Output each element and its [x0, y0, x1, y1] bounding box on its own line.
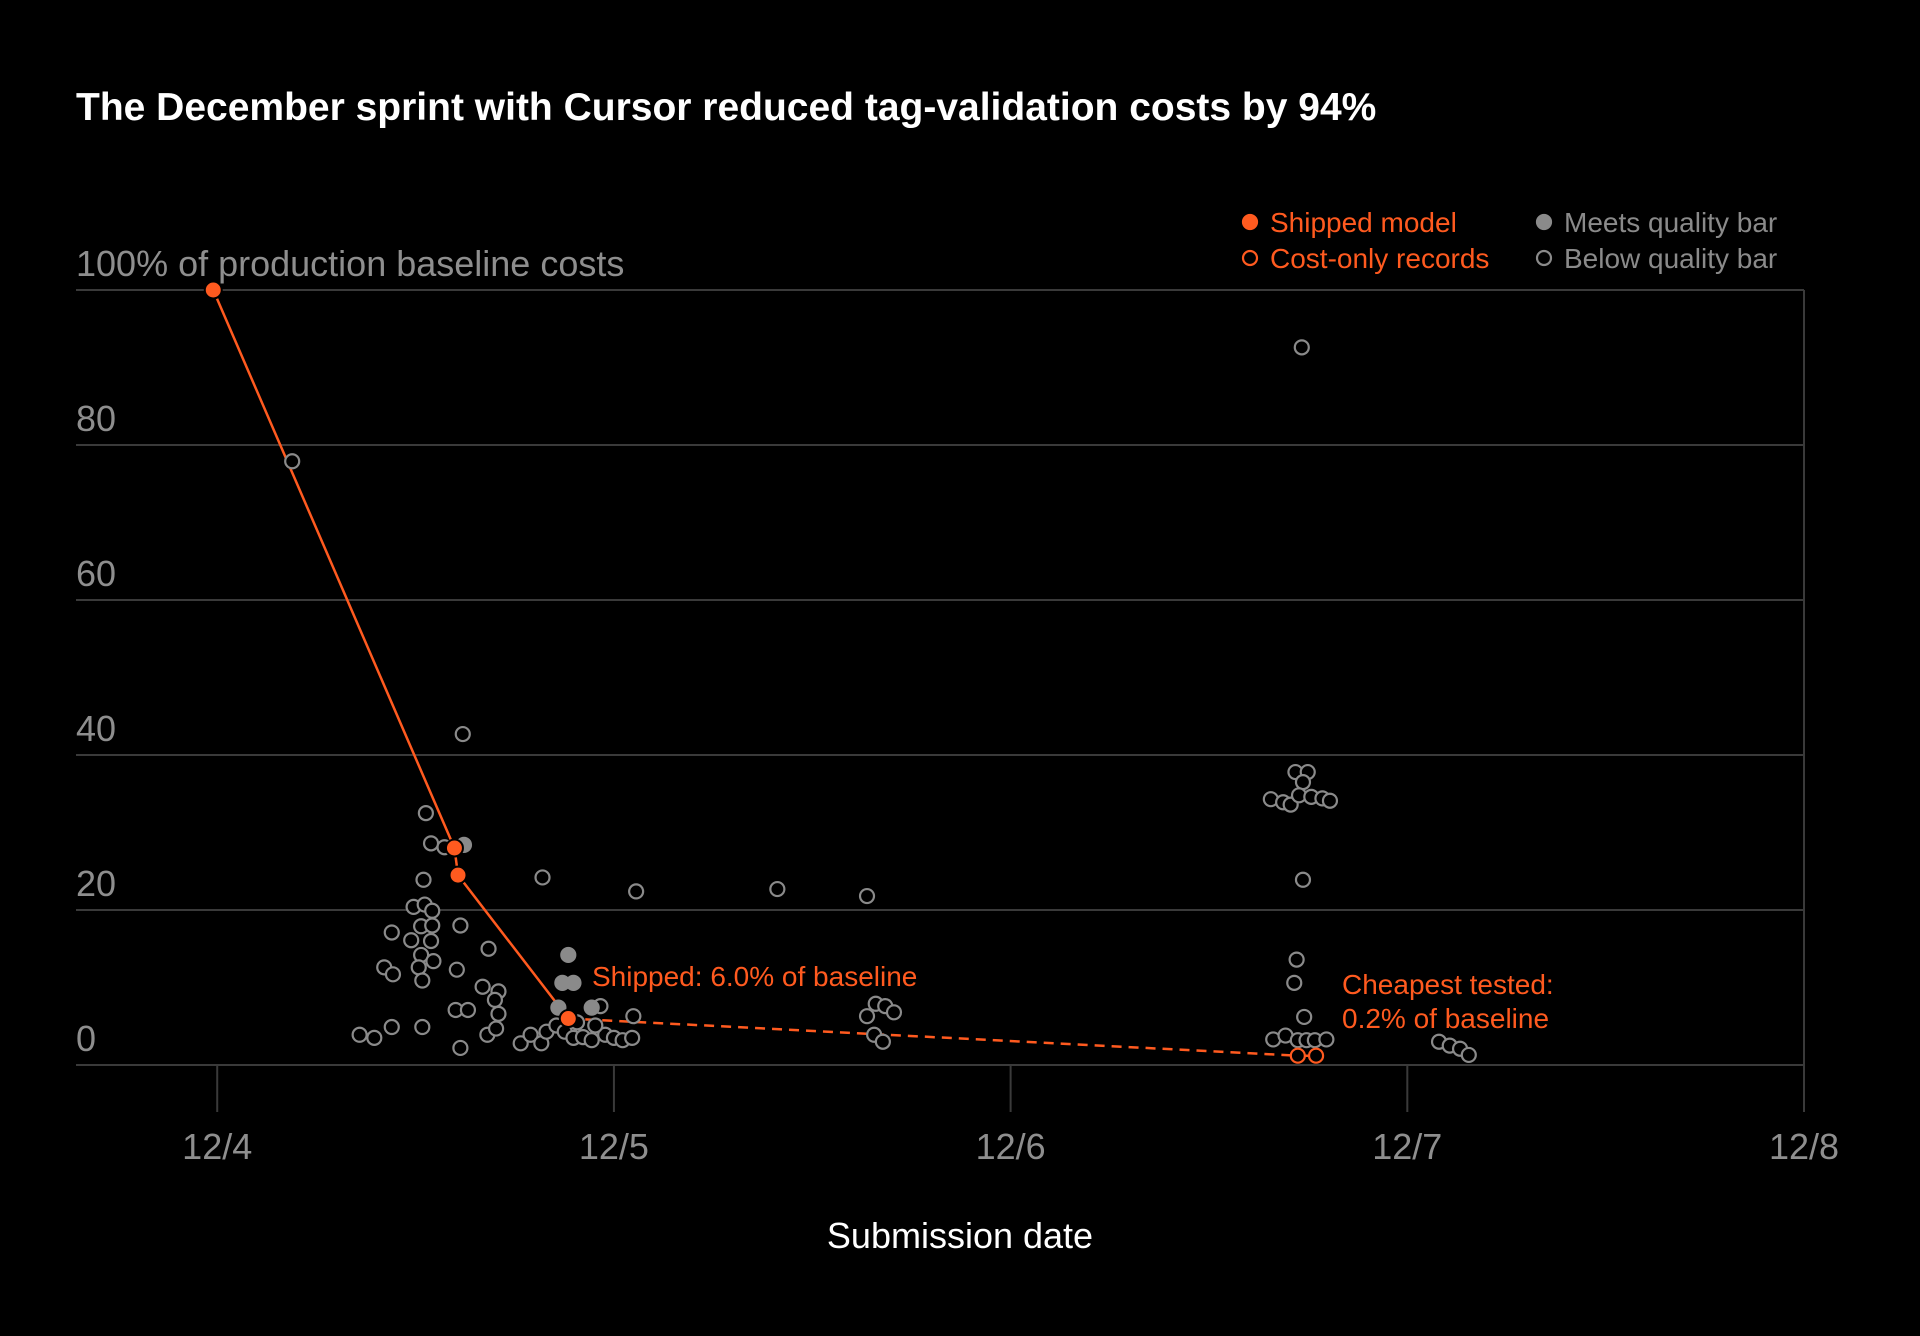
legend-item: Meets quality bar	[1535, 207, 1777, 238]
point	[448, 865, 468, 885]
point	[624, 1029, 641, 1046]
legend-label: Shipped model	[1270, 207, 1457, 238]
legend-item: Below quality bar	[1535, 243, 1777, 274]
x-tick-label: 12/8	[1769, 1126, 1839, 1167]
point	[858, 887, 876, 905]
point	[1294, 871, 1312, 888]
point	[858, 1008, 876, 1025]
legend-marker	[1535, 249, 1553, 267]
series-line	[568, 1017, 1317, 1057]
point	[422, 835, 440, 852]
point	[512, 1035, 529, 1052]
point	[490, 1005, 507, 1022]
point	[414, 972, 431, 989]
legend-item: Cost-only records	[1241, 243, 1489, 274]
point	[583, 999, 600, 1016]
x-tick-label: 12/5	[579, 1126, 649, 1167]
x-axis-title: Submission date	[827, 1215, 1093, 1256]
point	[874, 1033, 891, 1050]
point	[1293, 339, 1310, 356]
point	[487, 1020, 505, 1037]
point	[534, 869, 551, 886]
point	[1296, 1008, 1313, 1026]
point	[425, 953, 442, 970]
point	[351, 1026, 368, 1043]
point	[383, 924, 400, 941]
point	[403, 932, 420, 949]
point	[480, 940, 497, 957]
point	[444, 838, 464, 858]
point	[522, 1026, 539, 1043]
point	[415, 871, 432, 888]
point	[414, 1018, 431, 1036]
point	[1286, 974, 1303, 991]
point	[565, 974, 582, 991]
point	[1294, 774, 1312, 791]
point	[410, 959, 427, 976]
legend-marker	[1535, 213, 1553, 231]
point	[560, 946, 577, 964]
point	[452, 1039, 469, 1057]
point	[424, 917, 441, 934]
point	[1289, 1047, 1306, 1064]
point	[454, 725, 471, 743]
y-tick-label: 20	[76, 863, 116, 904]
x-tick-label: 12/4	[182, 1126, 252, 1167]
annotation: 0.2% of baseline	[1342, 1003, 1549, 1034]
point	[203, 280, 223, 300]
point	[628, 883, 645, 900]
point	[474, 978, 491, 995]
legend-marker	[1241, 249, 1259, 267]
point	[459, 1001, 477, 1019]
point	[424, 902, 441, 919]
point	[448, 961, 465, 978]
point	[625, 1008, 642, 1025]
legend-label: Cost-only records	[1270, 243, 1489, 274]
point	[583, 1032, 600, 1049]
point	[769, 880, 786, 898]
point	[1288, 951, 1305, 968]
y-tick-label: 0	[76, 1018, 96, 1059]
point	[417, 805, 434, 822]
x-tick-label: 12/7	[1372, 1126, 1442, 1167]
point	[383, 1018, 400, 1036]
legend-label: Below quality bar	[1564, 243, 1777, 274]
point	[452, 917, 469, 934]
legend-item: Shipped model	[1241, 207, 1457, 238]
point	[284, 453, 301, 470]
point	[486, 991, 504, 1009]
y-tick-label: 80	[76, 398, 116, 439]
x-tick-label: 12/6	[976, 1126, 1046, 1167]
point	[550, 999, 567, 1016]
point	[422, 932, 440, 950]
legend-marker	[1241, 213, 1259, 231]
y-tick-label: 40	[76, 708, 116, 749]
series-line	[212, 289, 570, 1020]
point	[1460, 1046, 1477, 1064]
point	[885, 1004, 903, 1021]
annotation: Shipped: 6.0% of baseline	[592, 961, 917, 992]
chart-title: The December sprint with Cursor reduced …	[76, 86, 1376, 129]
point	[1321, 792, 1339, 809]
point	[1318, 1031, 1335, 1048]
annotation: Cheapest tested:	[1342, 969, 1554, 1000]
y-tick-label: 60	[76, 553, 116, 594]
legend-label: Meets quality bar	[1564, 207, 1777, 238]
point	[366, 1029, 383, 1046]
y-tick-label: 100% of production baseline costs	[76, 243, 624, 284]
point	[1307, 1047, 1325, 1064]
point	[558, 1009, 578, 1028]
point	[587, 1017, 604, 1034]
point	[384, 966, 402, 983]
